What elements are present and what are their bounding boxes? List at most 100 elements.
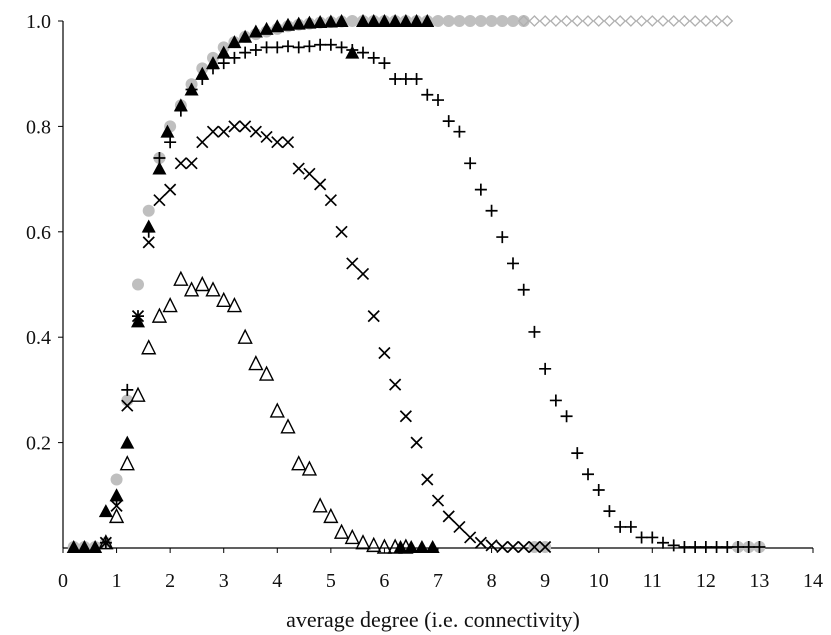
- point-circle: [453, 15, 466, 27]
- point-circle: [496, 15, 509, 27]
- point-cross: [464, 531, 477, 544]
- point-diamond: [721, 15, 734, 27]
- point-cross: [485, 539, 498, 552]
- point-plus: [378, 57, 391, 70]
- point-triangle-filled: [323, 14, 338, 28]
- point-diamond: [710, 15, 723, 27]
- point-cross: [442, 510, 455, 523]
- point-plus: [367, 51, 380, 64]
- point-plus: [721, 541, 734, 553]
- point-cross: [228, 120, 241, 133]
- x-tick-label: 13: [749, 570, 769, 592]
- point-diamond: [582, 15, 594, 27]
- point-circle: [464, 15, 477, 27]
- point-plus: [582, 468, 594, 481]
- x-tick-label: 11: [643, 570, 662, 592]
- point-plus: [196, 72, 209, 85]
- point-diamond: [571, 15, 584, 27]
- point-cross: [121, 399, 134, 412]
- point-triangle-filled: [227, 35, 242, 49]
- point-triangle-filled: [77, 540, 92, 553]
- x-axis-title: average degree (i.e. connectivity): [286, 607, 580, 632]
- point-plus: [603, 505, 616, 518]
- point-cross: [506, 540, 520, 554]
- point-plus: [560, 410, 573, 423]
- y-tick-label: 0.8: [26, 116, 51, 138]
- point-plus: [346, 43, 359, 56]
- point-plus: [732, 541, 744, 553]
- point-diamond: [635, 15, 648, 27]
- point-triangle-filled: [420, 14, 435, 27]
- point-plus: [174, 104, 187, 117]
- point-cross: [271, 136, 284, 149]
- point-triangle-filled: [88, 540, 103, 553]
- point-cross: [410, 436, 423, 449]
- point-triangle-open: [162, 297, 178, 313]
- data-points: [66, 14, 766, 554]
- point-cross: [431, 494, 445, 507]
- x-tick-label: 9: [540, 570, 550, 592]
- point-triangle-open: [333, 523, 350, 539]
- point-diamond: [528, 15, 541, 27]
- point-cross: [142, 236, 155, 249]
- point-triangle-filled: [160, 124, 175, 138]
- point-diamond: [689, 15, 702, 27]
- point-cross: [249, 125, 262, 138]
- point-triangle-filled: [334, 14, 349, 27]
- point-plus: [549, 394, 562, 407]
- point-plus: [153, 152, 166, 165]
- point-diamond: [699, 15, 712, 27]
- point-cross: [196, 136, 209, 149]
- point-cross: [153, 194, 166, 207]
- point-triangle-open: [108, 507, 125, 524]
- point-plus: [249, 43, 262, 56]
- point-cross: [453, 520, 466, 534]
- point-cross: [324, 194, 337, 207]
- point-triangle-filled: [152, 161, 167, 175]
- point-triangle-filled: [313, 15, 328, 29]
- y-tick-label: 0.6: [26, 222, 51, 244]
- point-plus: [357, 46, 369, 59]
- point-triangle-open: [312, 497, 328, 513]
- point-circle: [142, 204, 155, 217]
- point-plus: [121, 383, 134, 396]
- point-plus: [260, 41, 273, 54]
- point-cross: [399, 410, 412, 423]
- point-plus: [292, 41, 305, 54]
- point-cross: [474, 536, 487, 549]
- point-triangle-open: [376, 538, 393, 554]
- point-triangle-open: [98, 534, 114, 550]
- point-cross: [164, 183, 177, 196]
- point-cross: [206, 125, 220, 138]
- point-cross: [528, 540, 541, 554]
- point-cross: [356, 267, 370, 281]
- point-triangle-filled: [98, 504, 113, 518]
- point-diamond: [614, 15, 627, 27]
- point-plus: [164, 136, 177, 149]
- point-diamond: [646, 15, 659, 27]
- point-triangle-open: [216, 291, 232, 308]
- point-circle: [517, 15, 530, 27]
- point-cross: [99, 536, 112, 549]
- point-cross: [389, 378, 402, 391]
- point-cross: [539, 540, 552, 554]
- point-cross: [239, 120, 252, 133]
- point-triangle-open: [237, 328, 253, 344]
- point-triangle-open: [248, 354, 264, 371]
- point-triangle-open: [151, 307, 168, 323]
- point-triangle-filled: [414, 540, 429, 553]
- point-circle: [442, 15, 455, 27]
- point-triangle-filled: [259, 21, 274, 35]
- point-plus: [496, 231, 509, 244]
- point-triangle-open: [387, 538, 403, 554]
- point-cross: [421, 473, 434, 486]
- point-triangle-open: [119, 455, 135, 471]
- point-circle: [132, 278, 144, 291]
- point-triangle-filled: [281, 17, 295, 31]
- point-diamond: [624, 15, 637, 27]
- point-plus: [217, 57, 230, 70]
- tick-labels: 0 1 2 3 4 5 6 7 8 9 10 11 12 13 140.20.40.60.81.0: [26, 11, 823, 592]
- point-plus: [453, 125, 466, 138]
- point-circle: [485, 15, 498, 27]
